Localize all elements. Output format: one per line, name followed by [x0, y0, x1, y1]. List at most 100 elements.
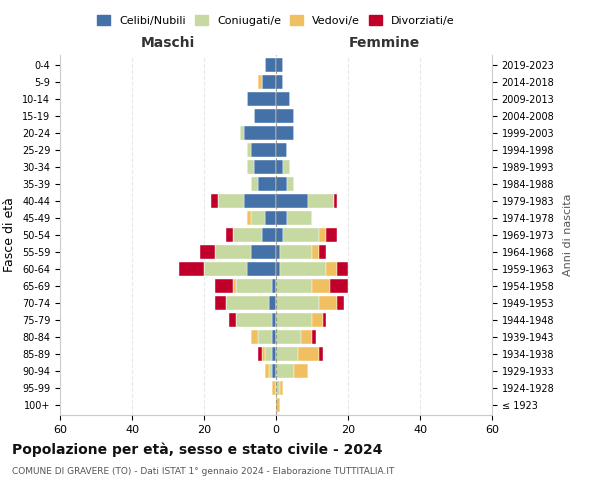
Bar [251, 178, 258, 191]
Bar [276, 126, 294, 140]
Y-axis label: Anni di nascita: Anni di nascita [563, 194, 573, 276]
Bar [226, 296, 269, 310]
Bar [215, 245, 251, 259]
Bar [280, 381, 283, 394]
Bar [269, 364, 272, 378]
Bar [233, 228, 262, 242]
Bar [280, 245, 312, 259]
Bar [276, 330, 301, 344]
Bar [337, 296, 344, 310]
Text: Maschi: Maschi [141, 36, 195, 50]
Text: Femmine: Femmine [349, 36, 419, 50]
Bar [319, 228, 326, 242]
Bar [280, 262, 326, 276]
Bar [265, 211, 276, 225]
Bar [272, 330, 276, 344]
Bar [258, 330, 272, 344]
Bar [269, 296, 276, 310]
Bar [276, 92, 290, 106]
Y-axis label: Fasce di età: Fasce di età [4, 198, 16, 272]
Bar [204, 262, 247, 276]
Bar [276, 279, 312, 292]
Bar [337, 262, 348, 276]
Bar [229, 313, 236, 326]
Bar [251, 211, 265, 225]
Bar [276, 211, 287, 225]
Bar [200, 245, 215, 259]
Bar [258, 347, 262, 360]
Bar [276, 296, 319, 310]
Bar [294, 364, 308, 378]
Text: Popolazione per età, sesso e stato civile - 2024: Popolazione per età, sesso e stato civil… [12, 442, 383, 457]
Bar [265, 347, 272, 360]
Bar [298, 347, 319, 360]
Bar [308, 194, 334, 208]
Bar [276, 160, 283, 174]
Bar [287, 211, 312, 225]
Bar [226, 228, 233, 242]
Bar [179, 262, 204, 276]
Bar [312, 313, 323, 326]
Bar [254, 160, 276, 174]
Bar [244, 126, 276, 140]
Bar [265, 364, 269, 378]
Bar [276, 110, 294, 123]
Bar [276, 381, 280, 394]
Bar [334, 194, 337, 208]
Bar [247, 262, 276, 276]
Bar [330, 279, 348, 292]
Text: COMUNE DI GRAVERE (TO) - Dati ISTAT 1° gennaio 2024 - Elaborazione TUTTITALIA.IT: COMUNE DI GRAVERE (TO) - Dati ISTAT 1° g… [12, 468, 394, 476]
Bar [319, 347, 323, 360]
Bar [301, 330, 312, 344]
Bar [251, 330, 258, 344]
Bar [247, 160, 254, 174]
Bar [283, 160, 290, 174]
Bar [276, 364, 294, 378]
Bar [272, 279, 276, 292]
Bar [319, 245, 326, 259]
Bar [312, 279, 330, 292]
Bar [247, 211, 251, 225]
Bar [254, 110, 276, 123]
Bar [276, 194, 308, 208]
Bar [215, 296, 226, 310]
Bar [236, 279, 272, 292]
Bar [276, 228, 283, 242]
Bar [218, 194, 244, 208]
Bar [247, 92, 276, 106]
Bar [272, 364, 276, 378]
Bar [233, 279, 236, 292]
Legend: Celibi/Nubili, Coniugati/e, Vedovi/e, Divorziati/e: Celibi/Nubili, Coniugati/e, Vedovi/e, Di… [93, 10, 459, 30]
Bar [236, 313, 272, 326]
Bar [251, 144, 276, 157]
Bar [251, 245, 276, 259]
Bar [312, 330, 316, 344]
Bar [262, 228, 276, 242]
Bar [276, 58, 283, 72]
Bar [272, 381, 276, 394]
Bar [326, 262, 337, 276]
Bar [258, 76, 262, 89]
Bar [319, 296, 337, 310]
Bar [312, 245, 319, 259]
Bar [276, 76, 283, 89]
Bar [262, 347, 265, 360]
Bar [287, 178, 294, 191]
Bar [247, 144, 251, 157]
Bar [211, 194, 218, 208]
Bar [240, 126, 244, 140]
Bar [265, 58, 276, 72]
Bar [276, 178, 287, 191]
Bar [276, 245, 280, 259]
Bar [283, 228, 319, 242]
Bar [262, 76, 276, 89]
Bar [323, 313, 326, 326]
Bar [272, 313, 276, 326]
Bar [276, 398, 280, 411]
Bar [276, 313, 312, 326]
Bar [258, 178, 276, 191]
Bar [326, 228, 337, 242]
Bar [276, 144, 287, 157]
Bar [215, 279, 233, 292]
Bar [276, 262, 280, 276]
